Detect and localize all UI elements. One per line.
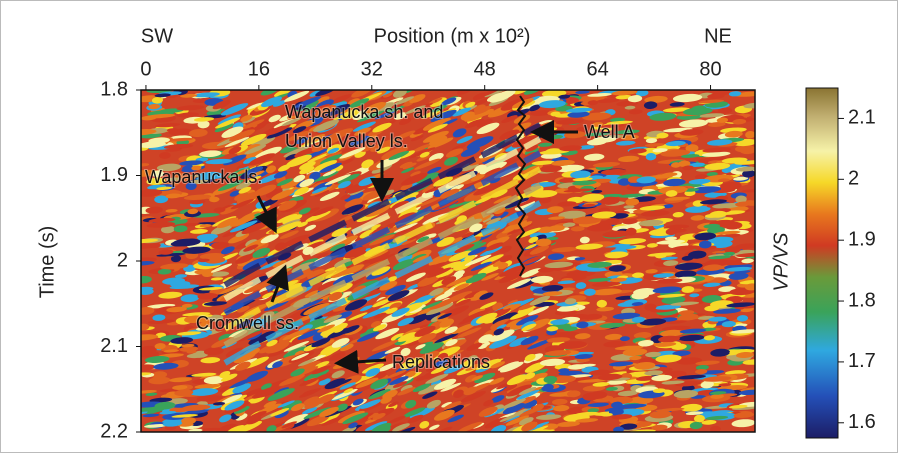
annotation: Wapanucka ls.	[145, 167, 262, 187]
x-axis-title: Position (m x 10²)	[374, 25, 531, 47]
y-tick-label: 1.8	[100, 78, 128, 100]
colorbar-tick-label: 1.8	[848, 289, 876, 311]
annotation: Cromwell ss.	[196, 313, 299, 333]
x-tick-label: 48	[474, 58, 496, 80]
colorbar-tick-label: 2	[848, 168, 859, 190]
y-tick-label: 1.9	[100, 164, 128, 186]
y-axis-title: Time (s)	[36, 226, 58, 299]
seismic-section	[127, 83, 768, 440]
colorbar	[806, 88, 838, 438]
side-label: NE	[704, 25, 732, 47]
side-label: SW	[141, 25, 173, 47]
y-tick-label: 2.1	[100, 335, 128, 357]
annotation: Union Valley ls.	[285, 131, 408, 151]
x-tick-label: 0	[140, 58, 151, 80]
annotation: Wapanucka sh. and	[285, 102, 443, 122]
colorbar-tick-label: 1.9	[848, 228, 876, 250]
colorbar-title: VP/VS	[770, 232, 792, 292]
colorbar-tick-label: 2.1	[848, 107, 876, 129]
x-tick-label: 80	[699, 58, 721, 80]
chart: Position (m x 10²) SW NE Time (s) VP/VS …	[0, 0, 898, 453]
x-tick-label: 64	[586, 58, 608, 80]
y-tick-label: 2.2	[100, 420, 128, 442]
annotation: Well A	[584, 122, 635, 142]
colorbar-tick-label: 1.6	[848, 411, 876, 433]
y-tick-label: 2	[117, 249, 128, 271]
colorbar-tick-label: 1.7	[848, 350, 876, 372]
annotation: Replications	[392, 352, 490, 372]
x-tick-label: 32	[361, 58, 383, 80]
x-tick-label: 16	[248, 58, 270, 80]
